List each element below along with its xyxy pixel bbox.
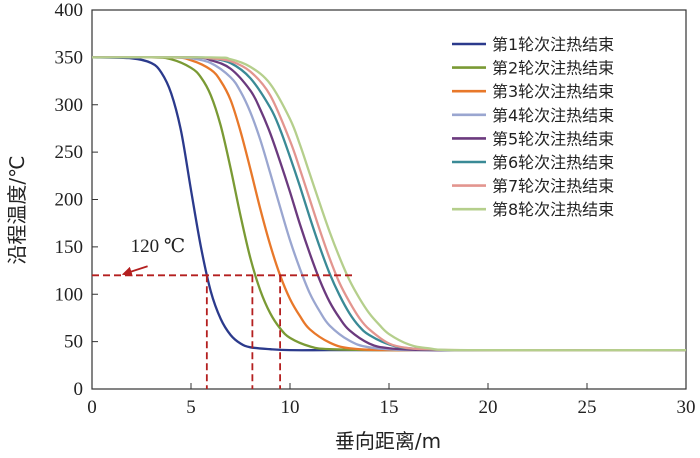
y-axis-title: 沿程温度/℃ (5, 155, 29, 264)
y-tick-label: 100 (55, 284, 84, 305)
y-tick-label: 50 (64, 332, 83, 353)
y-tick-label: 250 (55, 142, 84, 163)
x-tick-label: 5 (186, 397, 196, 418)
legend-label-1: 第1轮次注热结束 (492, 35, 614, 54)
legend-label-4: 第4轮次注热结束 (492, 106, 614, 125)
x-tick-label: 10 (281, 397, 300, 418)
x-tick-label: 25 (578, 397, 597, 418)
legend-label-6: 第6轮次注热结束 (492, 153, 614, 172)
x-axis-title: 垂向距离/m (335, 429, 441, 453)
y-tick-label: 150 (55, 237, 84, 258)
y-tick-label: 300 (55, 95, 84, 116)
y-tick-label: 350 (55, 47, 84, 68)
series-line-7 (91, 56, 687, 352)
x-tick-label: 20 (479, 397, 498, 418)
y-tick-label: 0 (74, 379, 84, 400)
x-tick-label: 30 (677, 397, 696, 418)
annotation-label: 120 ℃ (131, 236, 186, 257)
x-tick-label: 0 (87, 397, 97, 418)
series-line-4 (91, 56, 686, 352)
y-tick-label: 200 (55, 190, 84, 211)
legend-label-2: 第2轮次注热结束 (492, 59, 614, 78)
annotation-arrow (121, 265, 148, 277)
legend: 第1轮次注热结束第2轮次注热结束第3轮次注热结束第4轮次注热结束第5轮次注热结束… (452, 35, 614, 219)
series-line-3 (91, 56, 686, 352)
series-line-8 (91, 56, 687, 352)
series-layer (91, 56, 687, 352)
annotation-layer: 120 ℃ (92, 236, 354, 389)
legend-label-8: 第8轮次注热结束 (492, 200, 614, 219)
legend-label-7: 第7轮次注热结束 (492, 177, 614, 196)
legend-label-5: 第5轮次注热结束 (492, 129, 614, 148)
series-line-5 (91, 56, 686, 352)
legend-label-3: 第3轮次注热结束 (492, 82, 614, 101)
y-tick-label: 400 (55, 0, 84, 21)
x-tick-label: 15 (380, 397, 399, 418)
